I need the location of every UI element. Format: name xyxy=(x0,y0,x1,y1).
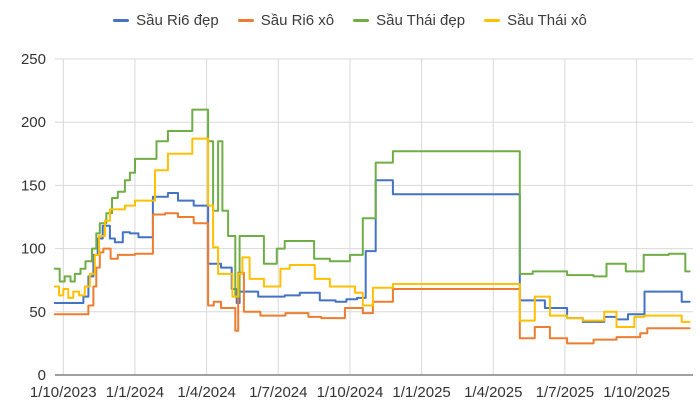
legend-dash-icon xyxy=(484,19,501,22)
y-tick-label: 0 xyxy=(38,367,46,384)
x-tick-label: 1/7/2024 xyxy=(249,384,307,401)
y-tick-label: 50 xyxy=(29,304,46,321)
x-tick-label: 1/4/2025 xyxy=(464,384,522,401)
series-line-1 xyxy=(53,212,691,345)
y-tick-label: 250 xyxy=(21,51,46,68)
legend-label: Sầu Thái xô xyxy=(507,12,587,29)
x-tick-label: 1/10/2024 xyxy=(317,384,384,401)
legend-item-1: Sầu Ri6 xô xyxy=(237,12,335,29)
legend-dash-icon xyxy=(353,19,370,22)
series-line-2 xyxy=(53,108,691,298)
y-tick-label: 100 xyxy=(21,241,46,258)
x-tick-label: 1/4/2024 xyxy=(177,384,235,401)
legend-dash-icon xyxy=(113,19,130,22)
x-tick-label: 1/1/2024 xyxy=(106,384,164,401)
legend-item-3: Sầu Thái xô xyxy=(484,12,587,29)
legend-label: Sầu Ri6 đẹp xyxy=(136,12,219,29)
legend-item-0: Sầu Ri6 đẹp xyxy=(113,12,219,29)
legend-dash-icon xyxy=(237,19,254,22)
chart-legend: Sầu Ri6 đẹp Sầu Ri6 xô Sầu Thái đẹp Sầu Thá… xyxy=(0,12,700,29)
x-tick-label: 1/10/2023 xyxy=(30,384,97,401)
legend-label: Sầu Thái đẹp xyxy=(376,12,466,29)
y-tick-label: 200 xyxy=(21,114,46,131)
legend-item-2: Sầu Thái đẹp xyxy=(353,12,465,29)
series-line-3 xyxy=(53,137,691,328)
x-tick-label: 1/1/2025 xyxy=(392,384,450,401)
legend-label: Sầu Ri6 xô xyxy=(260,12,335,29)
x-tick-label: 1/7/2025 xyxy=(536,384,594,401)
y-tick-label: 150 xyxy=(21,177,46,194)
x-tick-label: 1/10/2025 xyxy=(603,384,670,401)
